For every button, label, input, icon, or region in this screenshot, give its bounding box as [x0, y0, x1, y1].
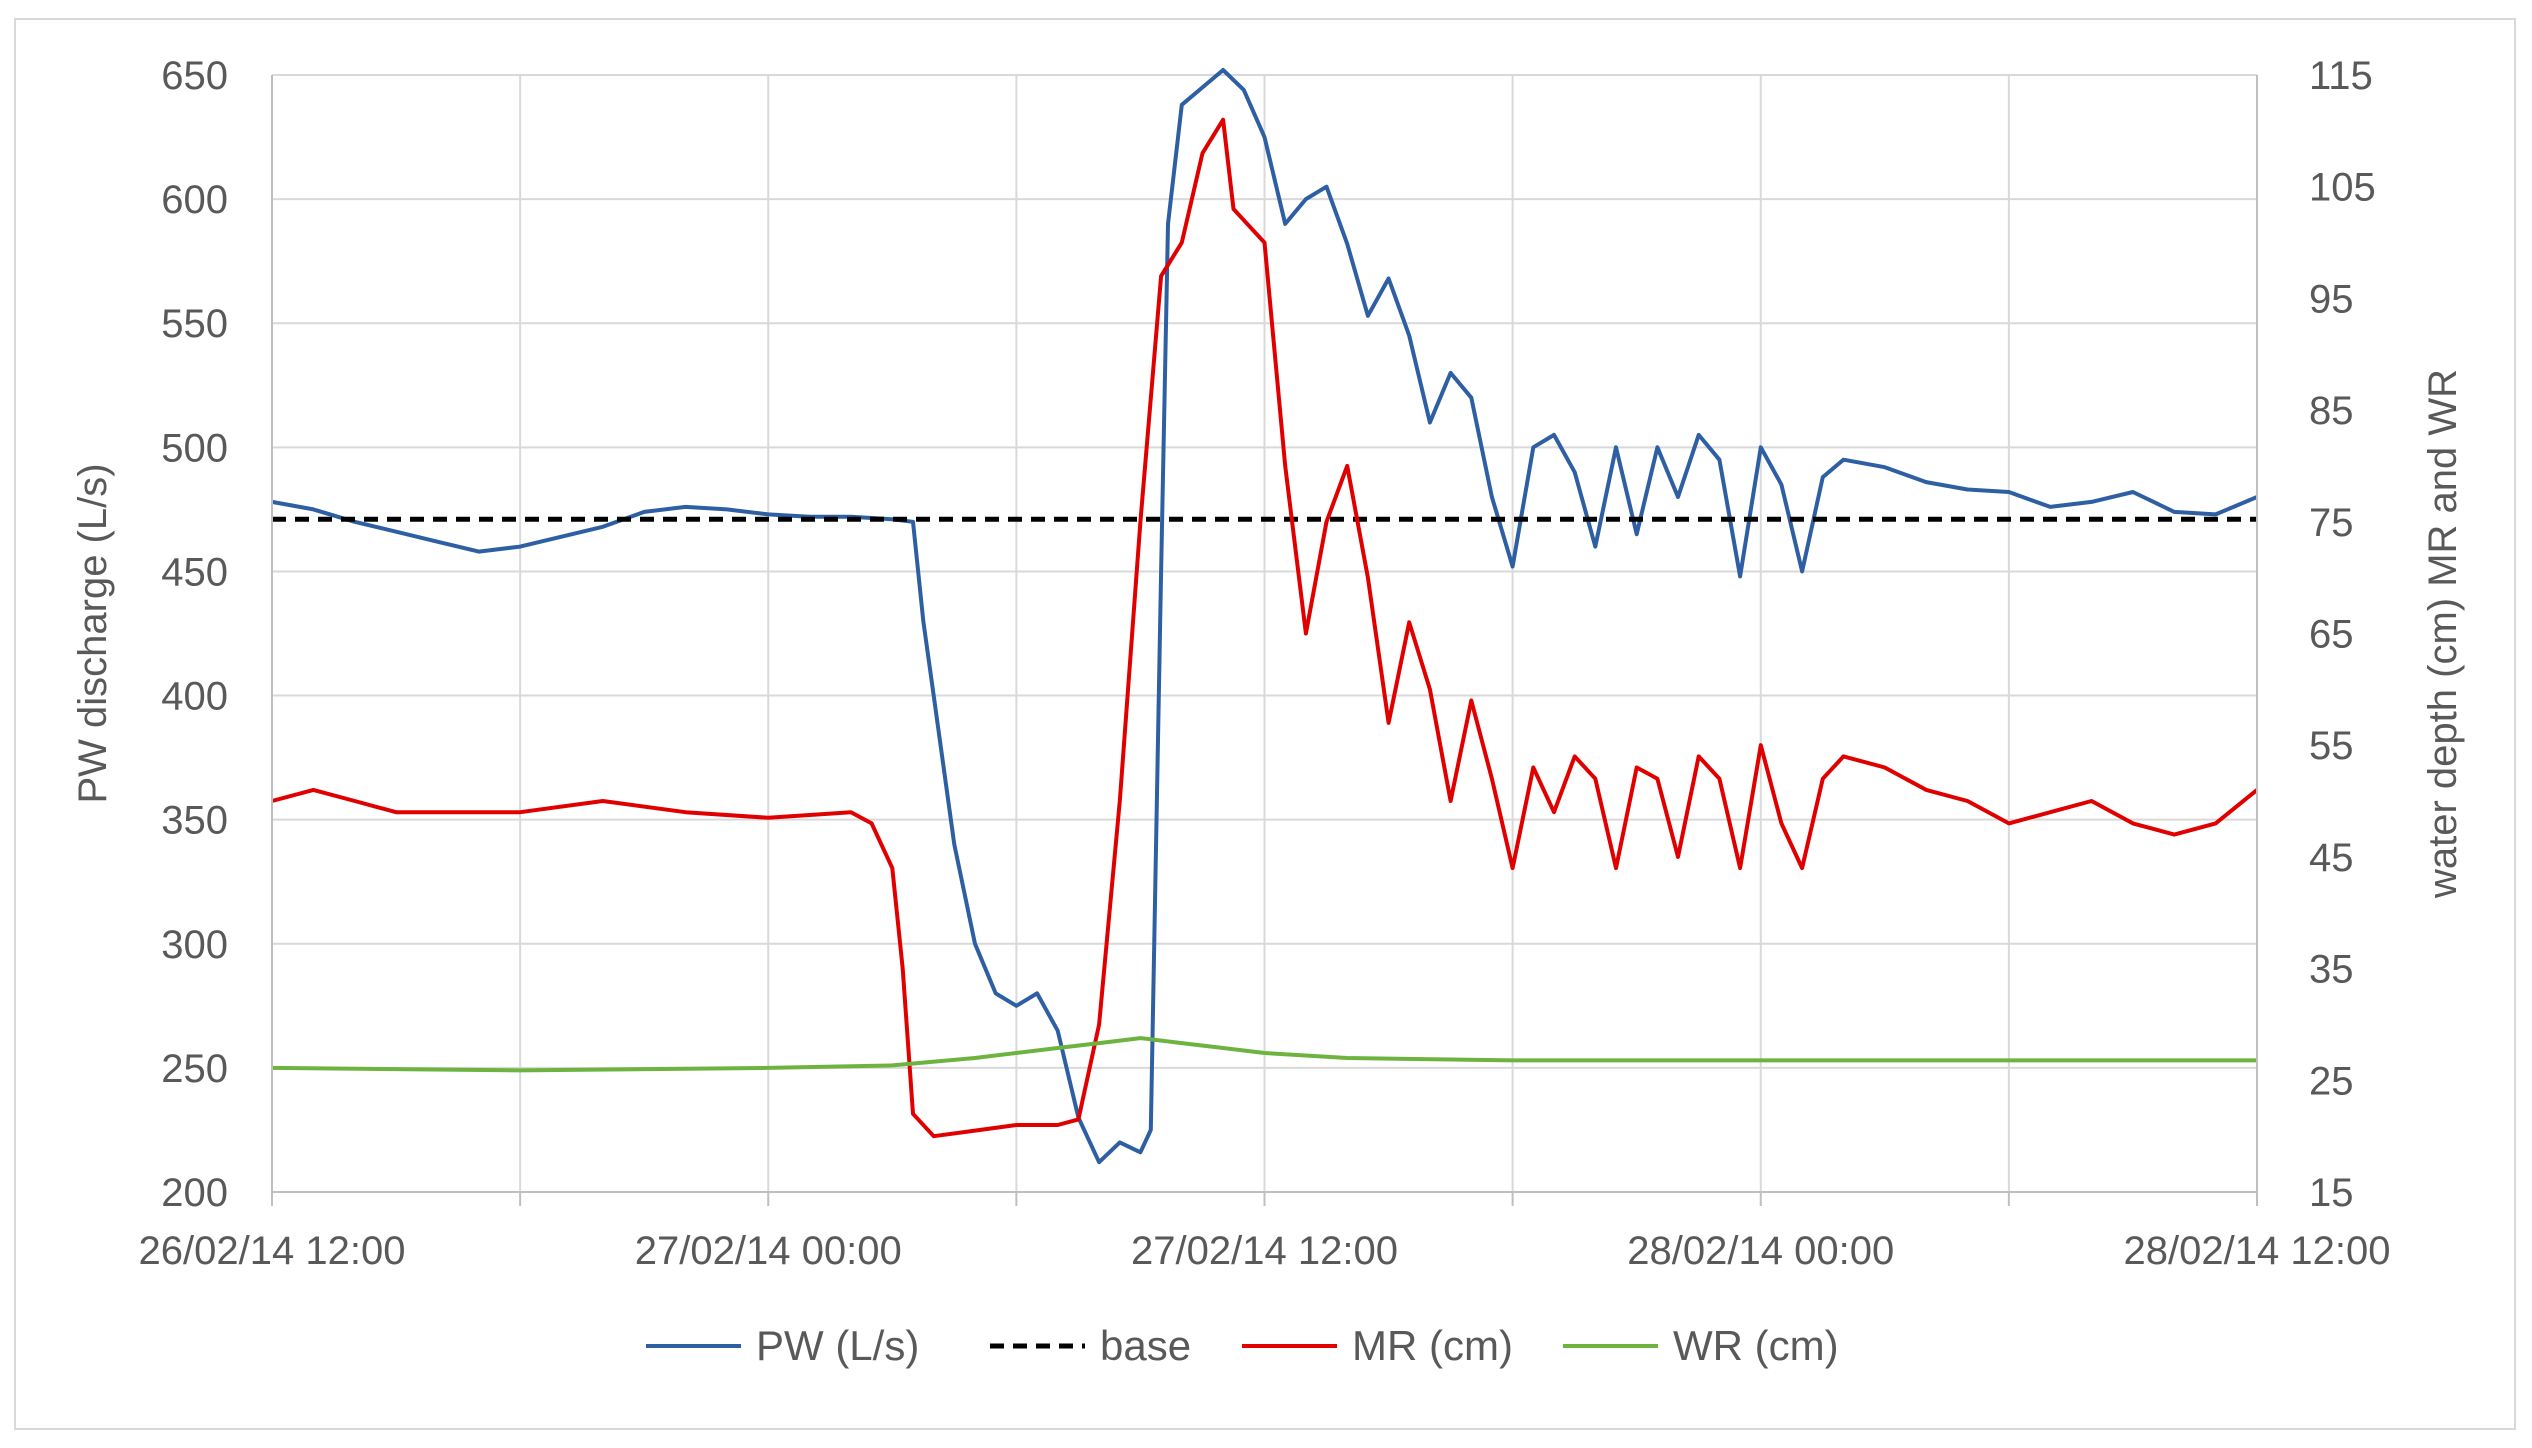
legend-layer: PW (L/s) base MR (cm) WR (cm) — [646, 1322, 1839, 1369]
y2-tick-label: 65 — [2309, 613, 2354, 657]
y2-tick-label: 55 — [2309, 724, 2354, 768]
x-tick-label: 27/02/14 12:00 — [1131, 1229, 1398, 1273]
x-tick-label: 27/02/14 00:00 — [635, 1229, 902, 1273]
y-tick-label: 300 — [161, 923, 228, 967]
series-line-pw — [271, 68, 2258, 1165]
y2-tick-label: 85 — [2309, 389, 2354, 433]
y2-tick-label: 115 — [2309, 54, 2373, 98]
chart-svg: 200 250 300 350 400 450 500 550 600 650 15 25 35 45 55… — [71, 54, 2465, 1369]
legend-label-base: base — [1100, 1322, 1191, 1369]
y-tick-label: 550 — [161, 302, 228, 346]
y2-tick-label: 105 — [2309, 166, 2376, 210]
legend-label-pw: PW (L/s) — [756, 1322, 919, 1369]
x-tick-label: 28/02/14 12:00 — [2124, 1229, 2391, 1273]
y-tick-label: 400 — [161, 675, 228, 719]
y2-axis-title: water depth (cm) MR and WR — [2421, 369, 2465, 899]
y2-tick-label: 45 — [2309, 836, 2354, 880]
x-tick-label: 28/02/14 00:00 — [1627, 1229, 1894, 1273]
y-tick-label: 500 — [161, 426, 228, 470]
y2-tick-label: 75 — [2309, 501, 2354, 545]
y2-tick-label: 35 — [2309, 948, 2354, 992]
y-tick-label: 450 — [161, 550, 228, 594]
y-tick-label: 350 — [161, 799, 228, 843]
chart-frame: 200 250 300 350 400 450 500 550 600 650 15 25 35 45 55… — [14, 18, 2516, 1430]
x-tick-label: 26/02/14 12:00 — [139, 1229, 406, 1273]
y2-tick-label: 95 — [2309, 277, 2354, 321]
series-layer — [271, 68, 2259, 1165]
y2-tick-label: 25 — [2309, 1059, 2354, 1103]
y-tick-label: 200 — [161, 1171, 228, 1215]
y-tick-label: 250 — [161, 1047, 228, 1091]
y-tick-label: 650 — [161, 54, 228, 98]
axis-layer: 200 250 300 350 400 450 500 550 600 650 15 25 35 45 55… — [71, 54, 2465, 1273]
legend-label-mr: MR (cm) — [1352, 1322, 1513, 1369]
y-tick-label: 600 — [161, 178, 228, 222]
series-line-wr — [271, 1036, 2257, 1073]
y-axis-title: PW discharge (L/s) — [71, 463, 115, 803]
legend-label-wr: WR (cm) — [1673, 1322, 1839, 1369]
series-line-mr — [271, 117, 2259, 1139]
y2-tick-label: 15 — [2309, 1171, 2354, 1215]
